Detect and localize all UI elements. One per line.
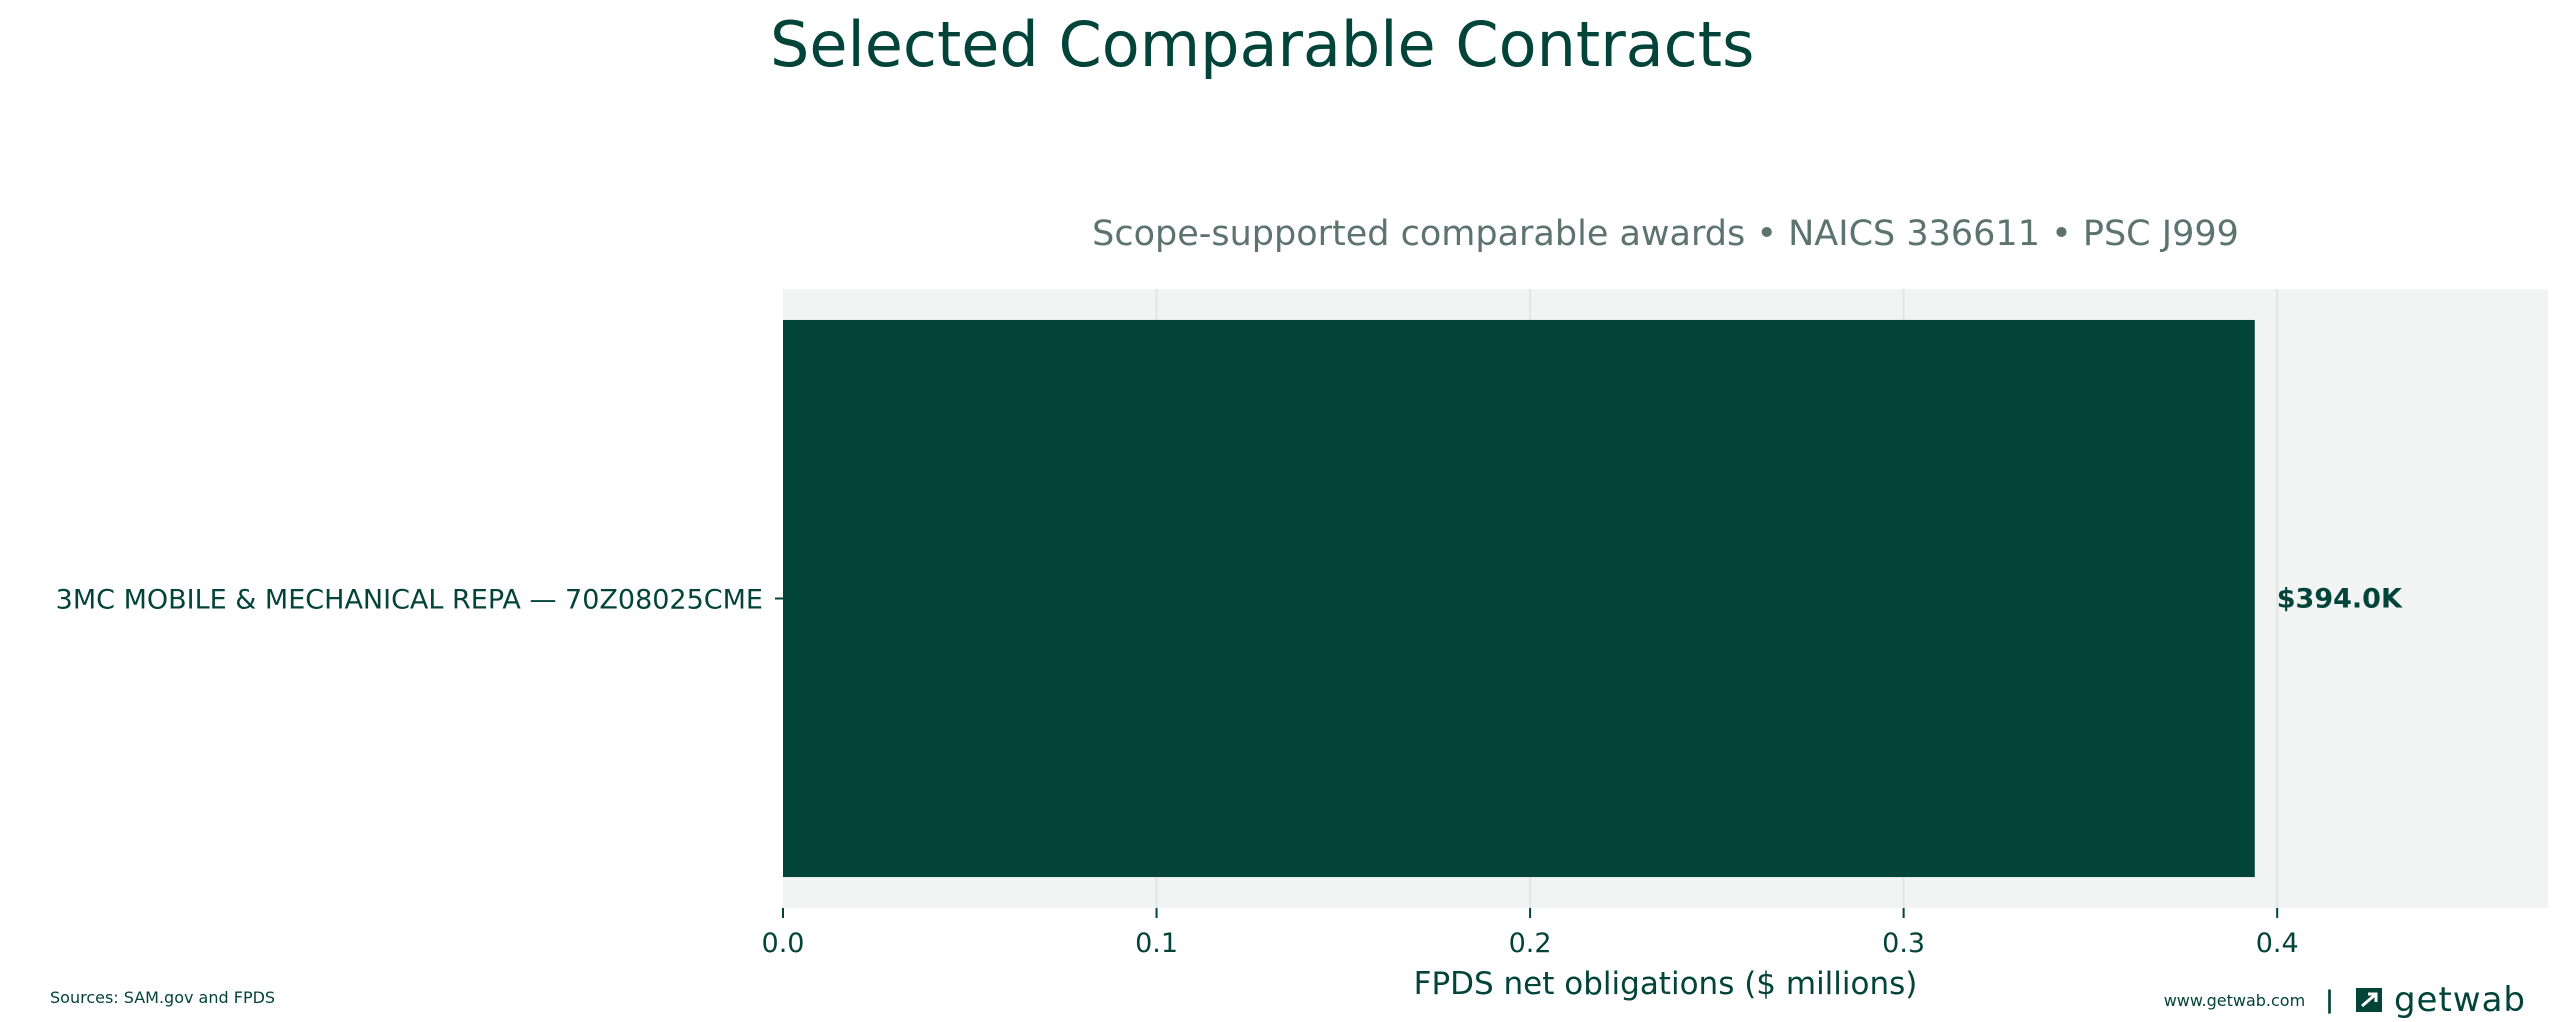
website-link[interactable]: www.getwab.com [2163,990,2306,1010]
chart-subtitle: Scope-supported comparable awards • NAIC… [1092,214,2239,254]
x-tick-label-0: 0.0 [762,928,805,959]
footer-separator: | [2325,986,2334,1014]
chart-title: Selected Comparable Contracts [770,8,1755,81]
x-tick-label-2: 0.2 [1509,928,1552,959]
y-tick-label-0: 3MC MOBILE & MECHANICAL REPA — 70Z08025C… [56,585,763,616]
brand-footer: www.getwab.com | getwab [2164,980,2526,1020]
x-tick-label-1: 0.1 [1135,928,1178,959]
sources-note: Sources: SAM.gov and FPDS [50,988,276,1007]
getwab-logo-icon [2355,988,2382,1012]
x-tick-label-3: 0.3 [1882,928,1925,959]
x-tick-label-4: 0.4 [2256,928,2299,959]
data-label-0: $394.0K [2277,584,2403,615]
x-axis-label: FPDS net obligations ($ millions) [1414,966,1918,1002]
brand-name: getwab [2393,980,2526,1020]
brand-logo: getwab [2354,980,2526,1020]
bar-0 [783,319,2255,878]
